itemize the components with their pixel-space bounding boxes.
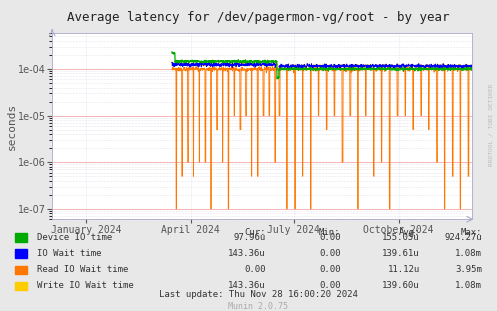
Text: 1.08m: 1.08m <box>455 281 482 290</box>
Text: 1.08m: 1.08m <box>455 249 482 258</box>
Text: RRDTOOL / TOBI OETIKER: RRDTOOL / TOBI OETIKER <box>489 83 494 166</box>
Text: 0.00: 0.00 <box>319 233 340 242</box>
Text: 0.00: 0.00 <box>245 265 266 274</box>
Text: Average latency for /dev/pagermon-vg/root - by year: Average latency for /dev/pagermon-vg/roo… <box>67 11 450 24</box>
Text: 0.00: 0.00 <box>319 249 340 258</box>
Text: Device IO time: Device IO time <box>37 233 112 242</box>
Y-axis label: seconds: seconds <box>6 102 16 150</box>
Text: Munin 2.0.75: Munin 2.0.75 <box>229 302 288 311</box>
Text: Max:: Max: <box>461 228 482 237</box>
Text: Cur:: Cur: <box>245 228 266 237</box>
Text: 139.61u: 139.61u <box>382 249 420 258</box>
Text: 143.36u: 143.36u <box>228 281 266 290</box>
Text: 0.00: 0.00 <box>319 281 340 290</box>
Text: Last update: Thu Nov 28 16:00:20 2024: Last update: Thu Nov 28 16:00:20 2024 <box>159 290 358 299</box>
Text: IO Wait time: IO Wait time <box>37 249 102 258</box>
Text: 924.27u: 924.27u <box>444 233 482 242</box>
Text: 11.12u: 11.12u <box>388 265 420 274</box>
Text: 143.36u: 143.36u <box>228 249 266 258</box>
Text: 139.60u: 139.60u <box>382 281 420 290</box>
Text: 97.96u: 97.96u <box>234 233 266 242</box>
Text: 3.95m: 3.95m <box>455 265 482 274</box>
Text: 155.05u: 155.05u <box>382 233 420 242</box>
Text: Min:: Min: <box>319 228 340 237</box>
Text: Write IO Wait time: Write IO Wait time <box>37 281 134 290</box>
Text: 0.00: 0.00 <box>319 265 340 274</box>
Text: Read IO Wait time: Read IO Wait time <box>37 265 129 274</box>
Text: Avg:: Avg: <box>399 228 420 237</box>
